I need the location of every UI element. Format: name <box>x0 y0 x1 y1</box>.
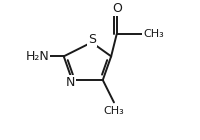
Text: N: N <box>66 76 75 89</box>
Text: CH₃: CH₃ <box>143 29 164 39</box>
Text: H₂N: H₂N <box>25 50 49 63</box>
Text: O: O <box>112 2 122 15</box>
Text: S: S <box>88 33 96 46</box>
Text: CH₃: CH₃ <box>104 106 124 116</box>
